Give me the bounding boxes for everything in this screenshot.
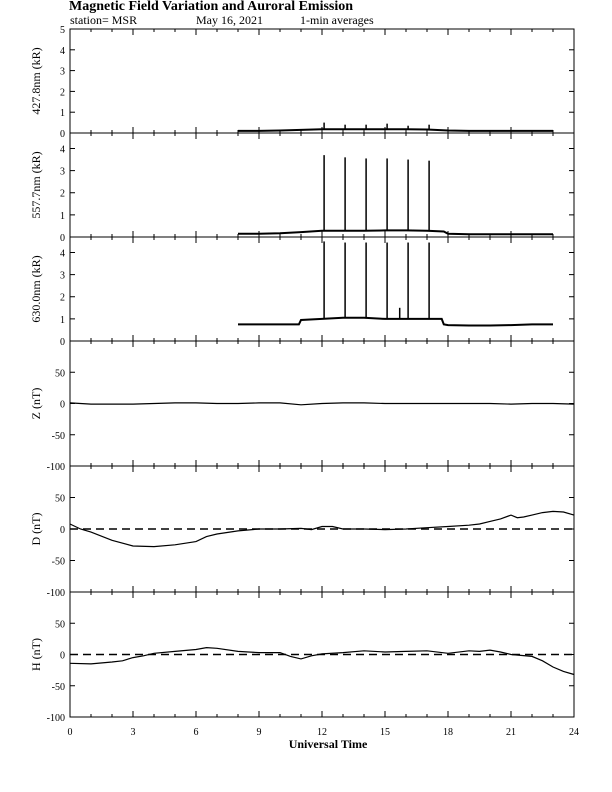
y-tick-label: 3 bbox=[60, 67, 65, 78]
series-line bbox=[69, 510, 575, 548]
series-line bbox=[238, 229, 553, 236]
panel-1: 0 1 2 3 4 557.7nm (kR) bbox=[29, 132, 575, 244]
y-tick-label: 0 bbox=[60, 233, 65, 244]
y-tick-label: 0 bbox=[60, 651, 65, 662]
y-axis-label: 630.0nm (kR) bbox=[29, 255, 43, 322]
y-tick-label: 0 bbox=[60, 337, 65, 348]
x-tick-label: 21 bbox=[506, 727, 516, 738]
series-line bbox=[69, 402, 575, 406]
y-tick-label: 50 bbox=[55, 619, 65, 630]
y-tick-label: 2 bbox=[60, 293, 65, 304]
x-tick-label: 9 bbox=[257, 727, 262, 738]
panel-5: -100 -50 0 50 H (nT) bbox=[29, 591, 575, 724]
x-tick-label: 3 bbox=[131, 727, 136, 738]
y-tick-label: 0 bbox=[60, 525, 65, 536]
y-tick-label: 4 bbox=[60, 46, 65, 57]
y-tick-label: 1 bbox=[60, 315, 65, 326]
panel-frame bbox=[69, 28, 575, 134]
series-line bbox=[238, 316, 553, 327]
x-tick-label: 24 bbox=[569, 727, 579, 738]
y-tick-label: 1 bbox=[60, 211, 65, 222]
y-tick-label: 0 bbox=[60, 129, 65, 140]
averaging-label: 1-min averages bbox=[300, 13, 374, 27]
x-axis-label: Universal Time bbox=[289, 737, 368, 751]
chart-title: Magnetic Field Variation and Auroral Emi… bbox=[69, 0, 353, 14]
panel-3: -100 -50 0 50 Z (nT) bbox=[29, 340, 575, 473]
x-tick-label: 6 bbox=[194, 727, 199, 738]
panel-2: 0 1 2 3 4 630.0nm (kR) bbox=[29, 236, 575, 348]
panel-4: -100 -50 0 50 D (nT) bbox=[29, 465, 575, 599]
x-tick-label: 12 bbox=[317, 727, 327, 738]
y-tick-label: 4 bbox=[60, 144, 65, 155]
y-tick-label: -50 bbox=[52, 682, 65, 693]
series-line bbox=[238, 128, 553, 132]
y-tick-label: 50 bbox=[55, 368, 65, 379]
x-tick-label: 0 bbox=[68, 727, 73, 738]
y-tick-label: 3 bbox=[60, 271, 65, 282]
y-tick-label: 2 bbox=[60, 87, 65, 98]
x-tick-label: 15 bbox=[380, 727, 390, 738]
series-line bbox=[69, 646, 575, 676]
panel-0: 0 1 2 3 4 5 427.8nm (kR) bbox=[29, 25, 575, 140]
y-tick-label: -100 bbox=[47, 462, 65, 473]
y-tick-label: -50 bbox=[52, 431, 65, 442]
date-label: May 16, 2021 bbox=[196, 13, 263, 27]
y-tick-label: -100 bbox=[47, 588, 65, 599]
y-axis-label: Z (nT) bbox=[29, 388, 43, 420]
y-tick-label: -100 bbox=[47, 713, 65, 724]
y-tick-label: 5 bbox=[60, 25, 65, 36]
y-tick-label: 3 bbox=[60, 167, 65, 178]
y-tick-label: 4 bbox=[60, 248, 65, 259]
y-axis-label: H (nT) bbox=[29, 638, 43, 671]
station-label: station= MSR bbox=[70, 13, 137, 27]
y-axis-label: 427.8nm (kR) bbox=[29, 47, 43, 114]
y-tick-label: 2 bbox=[60, 189, 65, 200]
y-axis-label: 557.7nm (kR) bbox=[29, 151, 43, 218]
x-tick-label: 18 bbox=[443, 727, 453, 738]
y-tick-label: 0 bbox=[60, 400, 65, 411]
y-tick-label: 50 bbox=[55, 494, 65, 505]
y-tick-label: 1 bbox=[60, 108, 65, 119]
y-tick-label: -50 bbox=[52, 557, 65, 568]
y-axis-label: D (nT) bbox=[29, 513, 43, 546]
panel-frame bbox=[69, 132, 575, 238]
